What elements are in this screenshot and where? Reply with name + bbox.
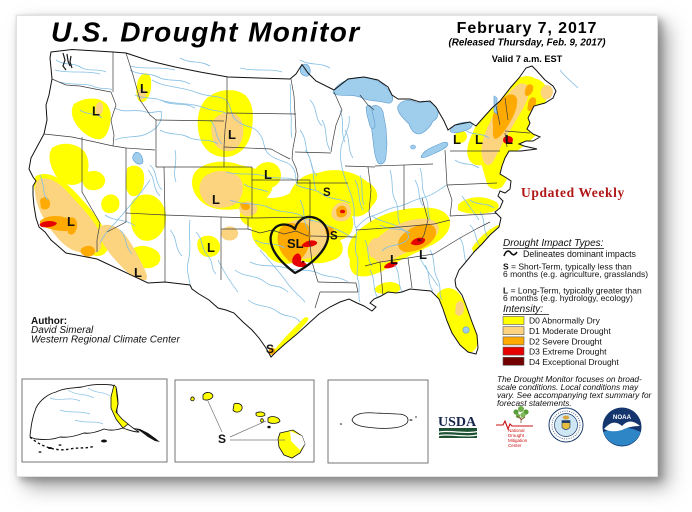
svg-text:L: L: [212, 192, 220, 207]
svg-text:L: L: [67, 214, 75, 229]
svg-text:Mitigation: Mitigation: [508, 438, 528, 443]
svg-text:The Drought Monitor focuses on: The Drought Monitor focuses on broad-: [497, 374, 642, 384]
svg-text:Valid 7 a.m. EST: Valid 7 a.m. EST: [492, 54, 563, 64]
svg-text:NOAA: NOAA: [613, 414, 632, 421]
svg-text:S = Short-Term, typically less: S = Short-Term, typically less than: [503, 262, 632, 272]
svg-text:Author:: Author:: [31, 316, 67, 327]
svg-text:vary. See accompanying text su: vary. See accompanying text summary for: [497, 390, 653, 400]
svg-text:6 months (e.g. agriculture, gr: 6 months (e.g. agriculture, grasslands): [503, 269, 648, 279]
svg-text:S: S: [330, 231, 338, 243]
svg-text:L: L: [140, 81, 148, 96]
svg-text:(Released Thursday, Feb. 9, 20: (Released Thursday, Feb. 9, 2017): [449, 38, 606, 49]
svg-text:L: L: [134, 265, 142, 280]
svg-text:S: S: [266, 342, 274, 356]
svg-text:USDA: USDA: [438, 415, 477, 430]
svg-text:6 months (e.g. hydrology, ecol: 6 months (e.g. hydrology, ecology): [503, 293, 633, 303]
svg-text:L: L: [92, 104, 100, 119]
svg-text:February 7, 2017: February 7, 2017: [457, 20, 598, 37]
svg-text:D4 Exceptional Drought: D4 Exceptional Drought: [529, 357, 619, 367]
svg-text:SL: SL: [287, 236, 304, 251]
svg-text:Center: Center: [508, 443, 522, 448]
svg-text:National: National: [508, 428, 525, 433]
svg-text:D2 Severe Drought: D2 Severe Drought: [529, 336, 602, 346]
svg-text:Western Regional Climate Cente: Western Regional Climate Center: [31, 335, 180, 346]
svg-text:Updated Weekly: Updated Weekly: [521, 185, 625, 200]
svg-text:S: S: [218, 432, 226, 446]
svg-text:L: L: [505, 132, 513, 147]
svg-text:L: L: [453, 132, 461, 147]
svg-text:L: L: [390, 252, 398, 267]
svg-text:forecast statements.: forecast statements.: [497, 398, 572, 408]
svg-text:S: S: [323, 187, 331, 199]
svg-text:scale conditions. Local condit: scale conditions. Local conditions may: [497, 382, 639, 392]
svg-text:Drought: Drought: [508, 433, 525, 438]
svg-text:Drought Impact Types:: Drought Impact Types:: [503, 238, 604, 249]
svg-text:D1 Moderate Drought: D1 Moderate Drought: [529, 326, 611, 336]
svg-text:L: L: [228, 127, 236, 142]
svg-text:D0 Abnormally Dry: D0 Abnormally Dry: [529, 316, 601, 326]
svg-text:L: L: [207, 240, 215, 255]
svg-text:L = Long-Term, typically great: L = Long-Term, typically greater than: [503, 286, 642, 296]
svg-text:L: L: [264, 167, 272, 182]
svg-text:U.S. Drought Monitor: U.S. Drought Monitor: [51, 17, 361, 48]
svg-text:Intensity:: Intensity:: [503, 304, 543, 315]
svg-text:D3 Extreme Drought: D3 Extreme Drought: [529, 347, 607, 357]
svg-text:David Simeral: David Simeral: [31, 325, 94, 336]
svg-text:L: L: [475, 132, 483, 147]
svg-text:Delineates dominant impacts: Delineates dominant impacts: [523, 249, 637, 259]
svg-text:L: L: [419, 247, 427, 262]
